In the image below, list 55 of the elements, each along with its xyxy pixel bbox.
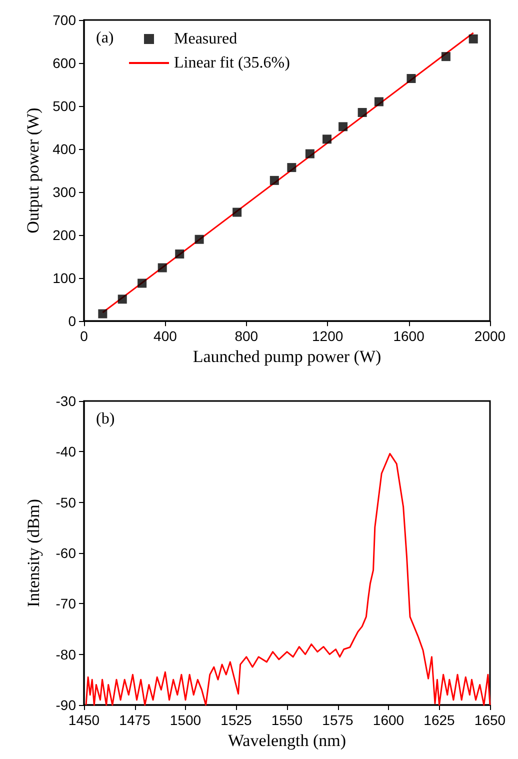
y-tick-label: 700: [52, 12, 76, 28]
point: [270, 176, 279, 185]
x-axis-title: Launched pump power (W): [192, 347, 382, 366]
point: [287, 163, 296, 172]
y-tick-label: -40: [56, 444, 76, 460]
x-tick-label: 1625: [424, 712, 456, 728]
point: [158, 263, 167, 272]
x-tick-label: 1650: [474, 712, 506, 728]
y-tick-label: -90: [56, 697, 76, 713]
point: [194, 234, 204, 244]
x-tick-label: 1500: [170, 712, 202, 728]
y-axis-title: Intensity (dBm): [24, 498, 43, 608]
point: [175, 250, 184, 258]
point: [305, 149, 314, 158]
point: [468, 34, 478, 44]
x-tick-label: 1575: [322, 712, 354, 728]
point: [358, 108, 367, 117]
y-tick-label: 300: [52, 184, 76, 200]
y-tick-label: 0: [68, 313, 76, 330]
point: [232, 208, 242, 217]
y-tick-label: -80: [56, 646, 76, 662]
y-axis-title: Output power (W): [24, 108, 43, 234]
x-tick-label: 1475: [119, 712, 151, 728]
y-tick-label: 500: [52, 98, 76, 114]
x-tick-label: 400: [154, 328, 178, 344]
point: [322, 134, 332, 144]
y-tick-label: 400: [52, 141, 76, 158]
x-tick-label: 1550: [271, 712, 303, 728]
y-tick-label: 100: [52, 270, 76, 286]
y-tick-label: 600: [52, 55, 76, 72]
legend-label: Linear fit (35.6%): [174, 54, 290, 72]
x-tick-label: 1600: [393, 328, 425, 344]
x-tick-label: 2000: [474, 328, 506, 344]
annotation: (b): [96, 410, 115, 428]
point: [138, 278, 147, 288]
point: [441, 52, 450, 62]
y-tick-label: -60: [56, 545, 76, 561]
point: [118, 294, 127, 304]
y-tick-label: -50: [56, 494, 76, 510]
x-tick-label: 800: [234, 328, 258, 344]
y-tick-label: -70: [56, 596, 76, 612]
point: [98, 309, 108, 318]
point: [338, 122, 348, 132]
annotation: (a): [96, 30, 114, 46]
x-tick-label: 1200: [312, 328, 344, 344]
point: [406, 74, 416, 83]
x-tick-label: 1450: [68, 712, 100, 728]
legend-label: Measured: [174, 30, 238, 48]
x-tick-label: 0: [80, 328, 88, 344]
y-tick-label: 200: [52, 227, 76, 244]
x-tick-label: 1600: [372, 712, 404, 728]
point: [374, 97, 384, 106]
y-tick-label: -30: [56, 393, 76, 409]
x-tick-label: 1525: [220, 712, 252, 728]
x-axis-title: Wavelength (nm): [228, 730, 346, 750]
